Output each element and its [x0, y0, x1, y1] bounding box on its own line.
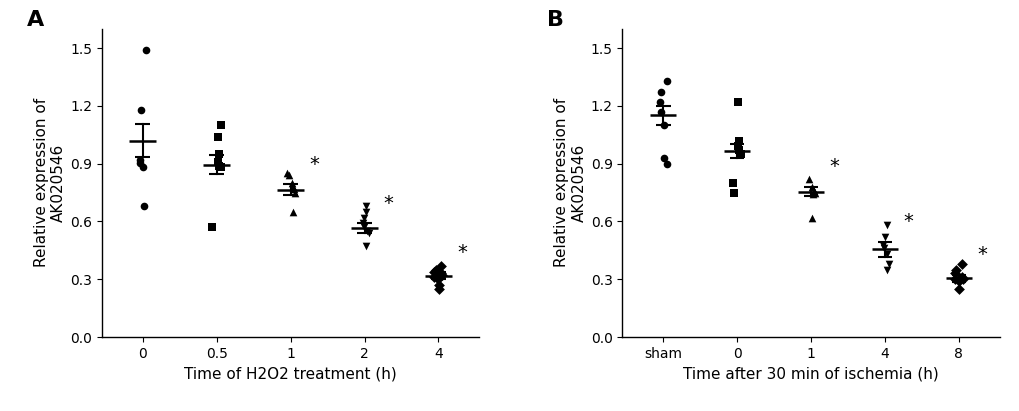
Point [433, 272, 449, 279]
Point [653, 89, 669, 96]
Point [432, 270, 448, 277]
Point [135, 164, 151, 171]
Point [877, 266, 894, 273]
Point [950, 286, 966, 292]
Point [278, 170, 294, 177]
Text: A: A [26, 10, 44, 30]
Point [658, 78, 675, 84]
Point [946, 276, 962, 282]
Point [875, 233, 892, 240]
Point [211, 162, 227, 169]
Point [803, 214, 819, 221]
Point [803, 183, 819, 190]
Point [953, 261, 969, 267]
Point [874, 241, 891, 248]
Point [212, 164, 228, 171]
Point [725, 189, 741, 196]
Point [211, 151, 227, 157]
Point [878, 222, 895, 229]
Point [361, 230, 377, 236]
Text: *: * [976, 245, 986, 264]
Point [430, 276, 446, 282]
Point [284, 208, 301, 215]
Point [806, 189, 822, 196]
Point [280, 172, 297, 178]
Point [733, 151, 749, 157]
Point [132, 106, 149, 113]
Point [430, 282, 446, 288]
Point [427, 266, 443, 273]
X-axis label: Time of H2O2 treatment (h): Time of H2O2 treatment (h) [184, 366, 396, 381]
Point [805, 187, 821, 194]
Point [139, 47, 155, 53]
Point [210, 133, 226, 140]
Point [875, 245, 892, 252]
Point [286, 189, 303, 196]
Point [426, 274, 442, 281]
X-axis label: Time after 30 min of ischemia (h): Time after 30 min of ischemia (h) [683, 366, 937, 381]
Point [285, 183, 302, 190]
Point [283, 180, 300, 186]
Point [356, 214, 372, 221]
Point [954, 276, 970, 282]
Point [426, 268, 442, 275]
Point [723, 180, 740, 186]
Text: *: * [382, 194, 392, 212]
Point [730, 99, 746, 105]
Point [131, 157, 148, 163]
Point [358, 203, 374, 209]
Point [946, 270, 962, 277]
Point [730, 143, 746, 150]
Point [651, 99, 667, 105]
Point [210, 158, 226, 165]
Point [880, 261, 897, 267]
Point [652, 109, 668, 115]
Point [947, 266, 963, 273]
Point [285, 185, 302, 192]
Point [358, 243, 374, 250]
Point [804, 191, 820, 198]
Point [356, 224, 372, 231]
Point [212, 122, 228, 128]
Y-axis label: Relative expression of
AK020546: Relative expression of AK020546 [34, 98, 66, 268]
Point [655, 155, 672, 161]
Point [136, 203, 152, 209]
Point [731, 137, 747, 144]
Point [355, 220, 371, 226]
Point [878, 251, 895, 257]
Text: B: B [546, 10, 564, 30]
Point [131, 159, 148, 166]
Text: *: * [828, 157, 839, 176]
Text: *: * [903, 212, 912, 231]
Point [953, 274, 969, 281]
Point [358, 208, 374, 215]
Text: *: * [309, 155, 319, 173]
Point [655, 122, 672, 128]
Text: *: * [457, 242, 467, 262]
Point [950, 278, 966, 284]
Point [658, 160, 675, 167]
Point [358, 228, 374, 234]
Point [431, 286, 447, 292]
Point [731, 147, 747, 153]
Point [204, 224, 220, 231]
Point [432, 263, 448, 269]
Point [800, 176, 816, 182]
Y-axis label: Relative expression of
AK020546: Relative expression of AK020546 [553, 98, 586, 268]
Point [805, 187, 821, 194]
